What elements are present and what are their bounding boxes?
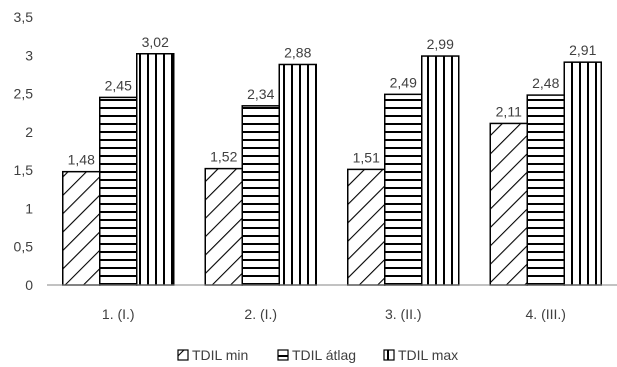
data-label: 2,99: [427, 36, 454, 52]
data-label: 2,45: [105, 77, 132, 93]
data-label: 1,51: [353, 149, 380, 165]
legend: TDIL min TDIL átlag TDIL max: [178, 347, 458, 363]
bar-diagonal: [63, 172, 100, 285]
x-axis: 1. (I.) 2. (I.) 3. (II.) 4. (III.): [47, 285, 617, 322]
bar-horizontal: [527, 95, 564, 285]
y-tick-label: 3: [25, 47, 33, 63]
y-tick-label: 3,5: [14, 9, 34, 25]
legend-swatch-horizontal: [278, 350, 288, 360]
bars: [63, 54, 602, 285]
bar-vertical: [279, 64, 316, 285]
bar-horizontal: [242, 106, 279, 285]
x-tick-label: 3. (II.): [385, 306, 422, 322]
legend-label: TDIL átlag: [292, 347, 356, 363]
bar-vertical: [422, 56, 459, 285]
legend-swatch-diagonal: [178, 350, 188, 360]
data-label: 2,34: [247, 86, 274, 102]
data-label: 3,02: [142, 34, 169, 50]
data-label: 2,91: [569, 42, 596, 58]
y-tick-label: 2,5: [14, 86, 34, 102]
legend-label: TDIL min: [192, 347, 248, 363]
bar-horizontal: [385, 94, 422, 285]
y-tick-label: 0: [25, 277, 33, 293]
y-tick-label: 2: [25, 124, 33, 140]
y-tick-label: 0,5: [14, 239, 34, 255]
bar-vertical: [564, 62, 601, 285]
bar-diagonal: [348, 169, 385, 285]
bar-horizontal: [100, 97, 137, 285]
y-tick-label: 1: [25, 200, 33, 216]
x-tick-label: 2. (I.): [244, 306, 277, 322]
x-tick-label: 1. (I.): [102, 306, 135, 322]
y-tick-label: 1,5: [14, 162, 34, 178]
legend-label: TDIL max: [398, 347, 458, 363]
data-label: 1,52: [210, 149, 237, 165]
data-label: 2,49: [390, 74, 417, 90]
bar-diagonal: [490, 123, 527, 285]
data-label: 2,48: [532, 75, 559, 91]
x-tick-label: 4. (III.): [526, 306, 566, 322]
data-label: 2,11: [496, 103, 522, 119]
y-axis: 0 0,5 1 1,5 2 2,5 3 3,5: [14, 9, 34, 293]
legend-swatch-vertical: [384, 350, 394, 360]
bar-diagonal: [205, 169, 242, 285]
bar-vertical: [137, 54, 174, 285]
data-label: 2,88: [284, 44, 311, 60]
data-label: 1,48: [68, 152, 95, 168]
